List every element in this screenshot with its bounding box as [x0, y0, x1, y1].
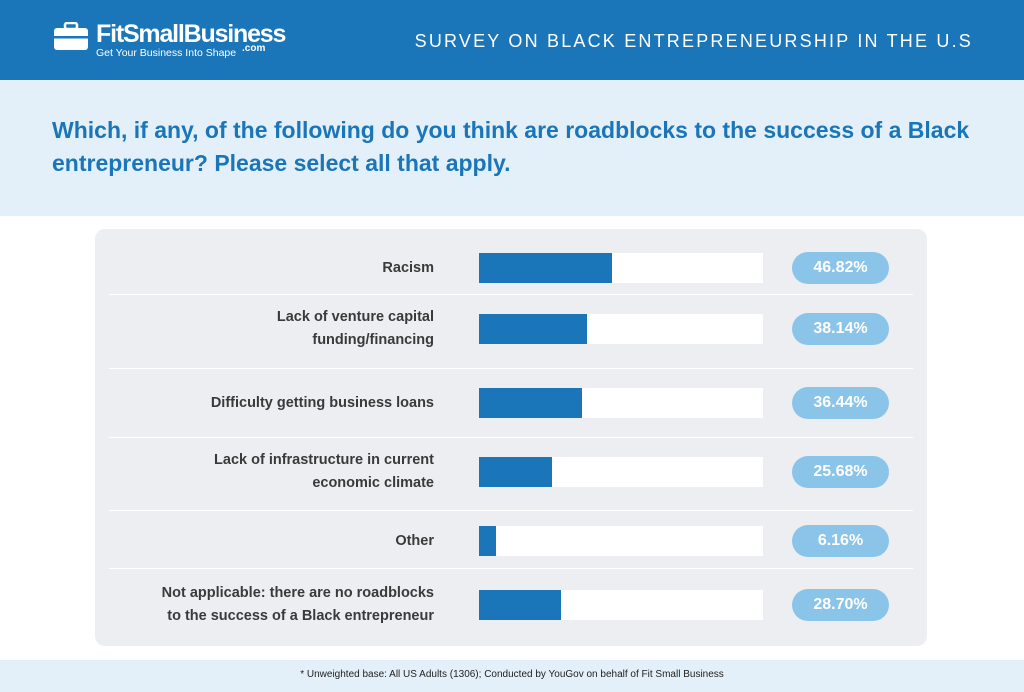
- category-label-line: Racism: [382, 259, 434, 276]
- bar-track: [479, 457, 763, 487]
- row-separator: [109, 568, 913, 569]
- bar: [479, 388, 583, 418]
- row-separator: [109, 510, 913, 511]
- value-label: 28.70%: [792, 589, 889, 621]
- category-label-line: Other: [395, 532, 434, 549]
- survey-question: Which, if any, of the following do you t…: [52, 117, 970, 176]
- value-label: 6.16%: [792, 525, 889, 557]
- row-separator: [109, 368, 913, 369]
- brand-suffix: .com: [242, 43, 266, 54]
- briefcase-icon: [54, 22, 88, 50]
- bar-track: [479, 253, 763, 283]
- bar-track: [479, 590, 763, 620]
- category-label-line: Not applicable: there are no roadblocks: [161, 585, 434, 601]
- bar: [479, 457, 552, 487]
- category-label-line: Lack of venture capital: [276, 309, 434, 325]
- category-label: Other: [104, 530, 434, 553]
- category-label: Difficulty getting business loans: [104, 392, 434, 415]
- value-label: 46.82%: [792, 252, 889, 284]
- bar: [479, 526, 497, 556]
- category-label-line: Difficulty getting business loans: [210, 394, 434, 411]
- category-label-line: to the success of a Black entrepreneur: [167, 608, 434, 624]
- bar-track: [479, 388, 763, 418]
- brand-tagline: Get Your Business Into Shape: [96, 47, 237, 59]
- category-label-line: Lack of infrastructure in current: [214, 452, 434, 468]
- footnote: * Unweighted base: All US Adults (1306);…: [300, 669, 724, 680]
- value-label: 38.14%: [792, 313, 889, 345]
- bar-chart: Racism 46.82% Lack of venture capital fundi…: [95, 229, 927, 646]
- category-label: Not applicable: there are no roadblocks t…: [104, 582, 434, 628]
- brand-name: FitSmallBusiness: [96, 20, 286, 48]
- bar: [479, 590, 561, 620]
- question-band: Which, if any, of the following do you t…: [0, 80, 1024, 216]
- category-label-line: funding/financing: [312, 332, 434, 348]
- bar-track: [479, 314, 763, 344]
- bar: [479, 314, 588, 344]
- brand-logo[interactable]: FitSmallBusiness .com Get Your Business …: [52, 20, 286, 64]
- category-label-line: economic climate: [312, 475, 434, 491]
- bar-track: [479, 526, 763, 556]
- value-label: 36.44%: [792, 387, 889, 419]
- header-banner: FitSmallBusiness .com Get Your Business …: [0, 0, 1024, 80]
- row-separator: [109, 294, 913, 295]
- category-label: Lack of venture capital funding/financing: [104, 306, 434, 352]
- category-label: Racism: [104, 257, 434, 280]
- bar: [479, 253, 612, 283]
- survey-title: SURVEY ON BLACK ENTREPRENEURSHIP IN THE …: [414, 31, 973, 51]
- value-label: 25.68%: [792, 456, 889, 488]
- footer-band: * Unweighted base: All US Adults (1306);…: [0, 660, 1024, 692]
- category-label: Lack of infrastructure in current economi…: [104, 449, 434, 495]
- row-separator: [109, 437, 913, 438]
